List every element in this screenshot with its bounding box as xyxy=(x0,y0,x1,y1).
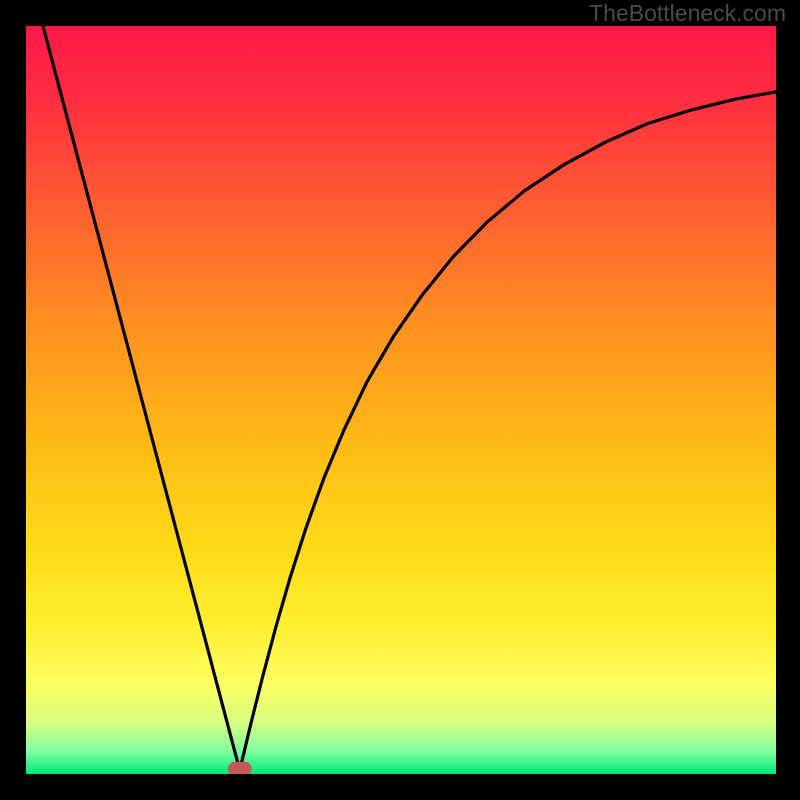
chart-container: TheBottleneck.com xyxy=(0,0,800,800)
watermark-text: TheBottleneck.com xyxy=(589,2,786,25)
bottleneck-chart xyxy=(0,0,800,800)
